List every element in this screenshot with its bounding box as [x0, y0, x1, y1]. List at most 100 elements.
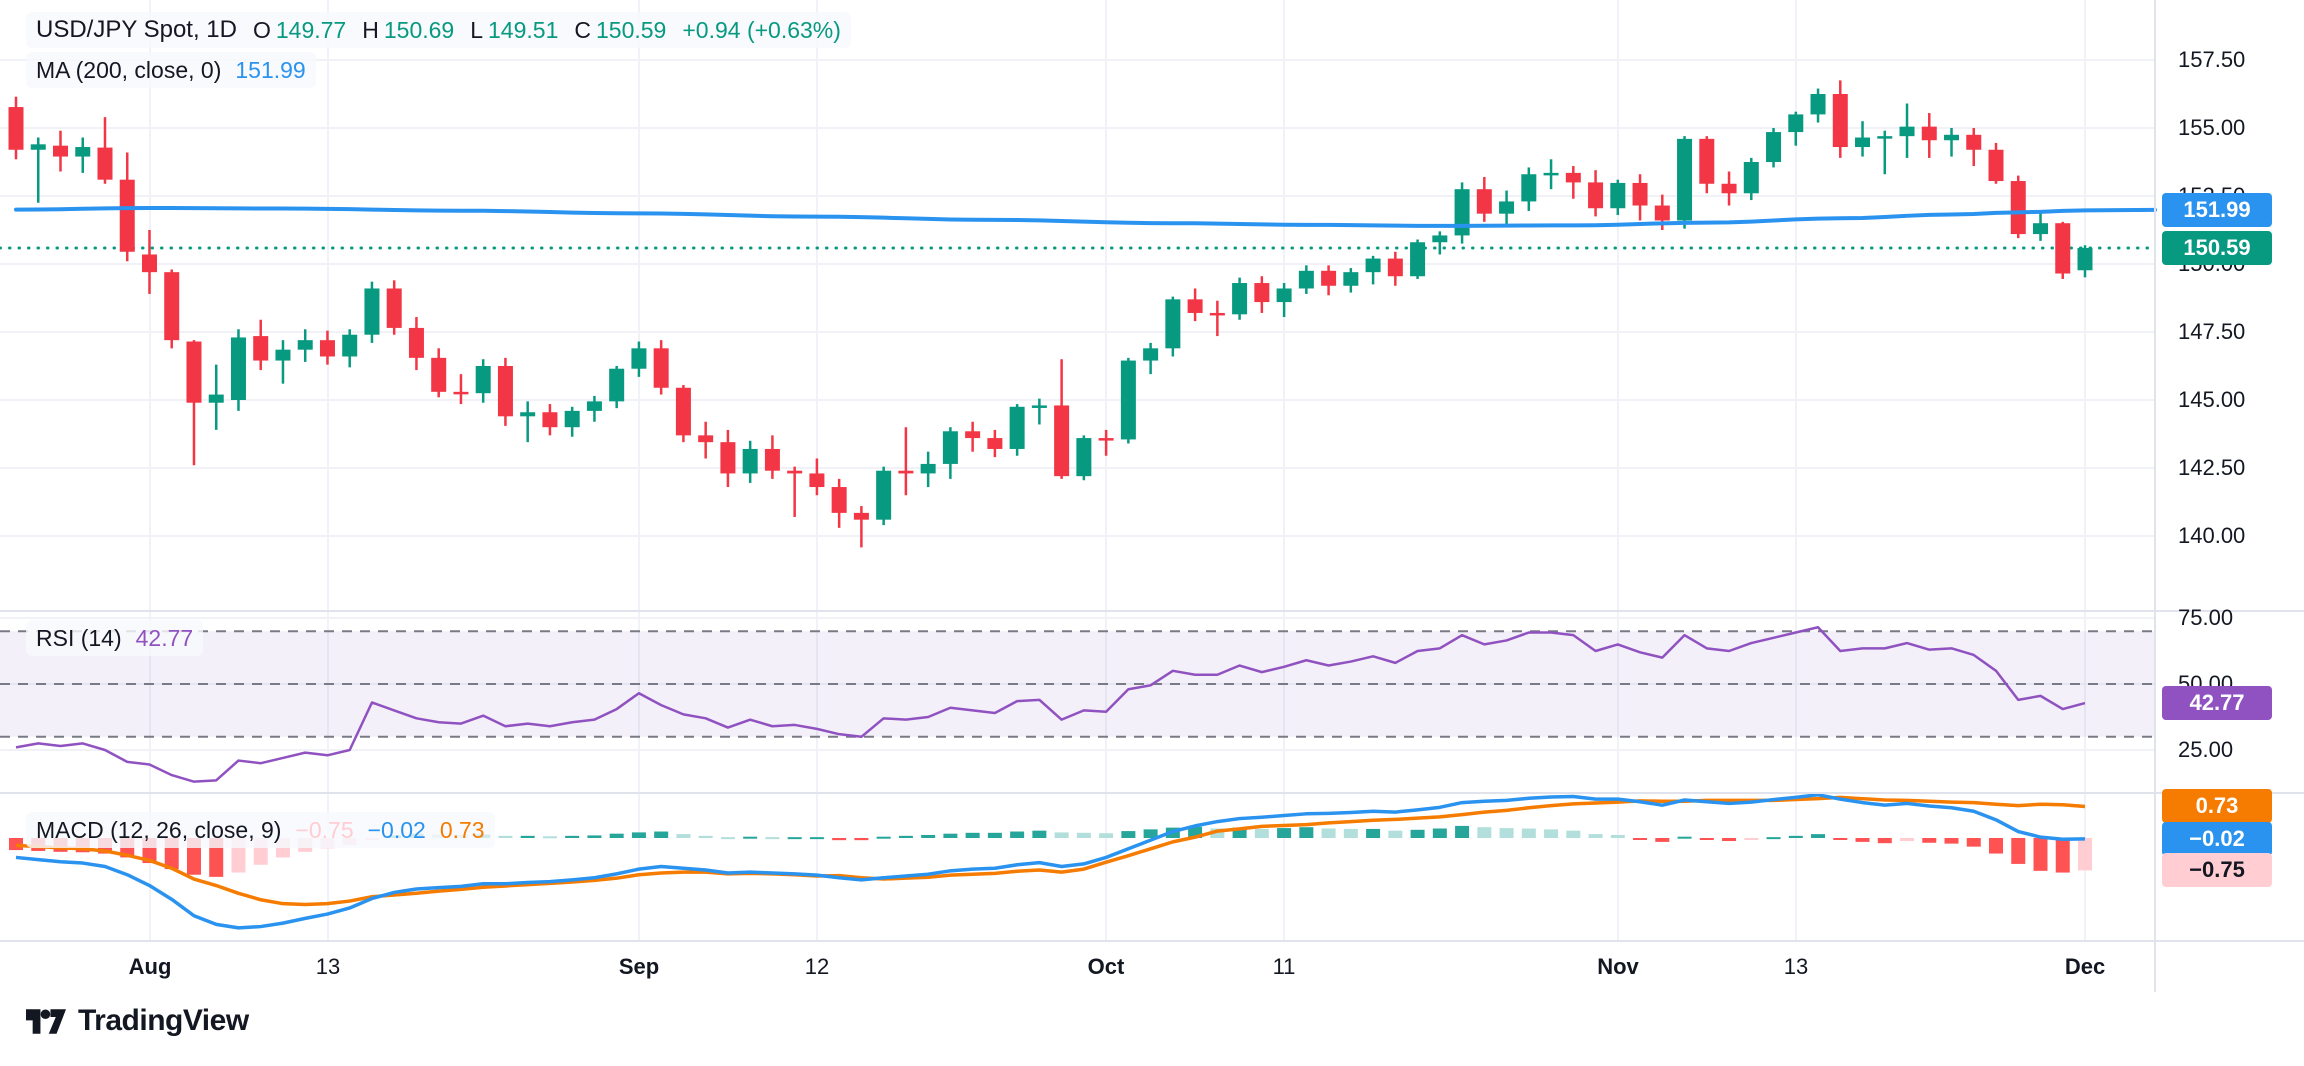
- macd-histogram-bar: [1076, 832, 1091, 838]
- macd-histogram-bar: [1966, 838, 1981, 847]
- candle-body: [297, 340, 313, 350]
- macd-histogram-bar: [2078, 838, 2092, 871]
- macd-histogram-bar: [1610, 834, 1625, 838]
- time-axis[interactable]: Aug 13 Sep 12 Oct 11 Nov 13 Dec: [0, 941, 2304, 992]
- macd-histogram-bar: [1722, 838, 1737, 842]
- candle-body: [1921, 126, 1937, 141]
- candles: [8, 80, 2093, 548]
- macd-histogram-bar: [609, 833, 624, 838]
- macd-histogram-bar: [1744, 838, 1759, 840]
- candle-body: [1632, 182, 1648, 206]
- candle-body: [1810, 94, 1826, 115]
- macd-histogram-bar: [1254, 828, 1269, 838]
- candle-body: [1232, 283, 1248, 315]
- macd-histogram-bar: [1388, 830, 1403, 838]
- candle-body: [720, 442, 736, 474]
- macd-histogram-bar: [631, 832, 646, 838]
- macd-line-value: −0.02: [367, 817, 426, 843]
- candle-body: [8, 107, 24, 150]
- macd-legend: MACD (12, 26, close, 9) −0.75 −0.02 0.73: [26, 812, 495, 852]
- macd-histogram-bar: [987, 832, 1002, 838]
- macd-histogram-bar: [1143, 829, 1158, 838]
- time-tick-label: 13: [315, 954, 341, 979]
- macd-histogram-bar: [854, 838, 869, 841]
- candle-body: [97, 147, 113, 180]
- macd-histogram-bar: [542, 836, 557, 839]
- macd-histogram-bar: [1677, 836, 1692, 839]
- macd-histogram-bar: [1588, 834, 1603, 838]
- rsi-legend-row[interactable]: RSI (14) 42.77: [26, 620, 204, 656]
- candle-body: [920, 463, 936, 474]
- macd-histogram-bar: [1633, 838, 1648, 840]
- main-legend: USD/JPY Spot, 1D O 149.77 H 150.69 L 149.51…: [26, 12, 851, 92]
- candle-body: [1476, 189, 1492, 214]
- symbol-legend-row[interactable]: USD/JPY Spot, 1D O 149.77 H 150.69 L 149.51…: [26, 12, 851, 48]
- macd-histogram-bar: [809, 837, 824, 840]
- macd-histogram-bar: [1499, 828, 1514, 838]
- low-value: L 149.51: [470, 17, 559, 43]
- macd-histogram-bar: [765, 837, 780, 840]
- candle-body: [1677, 138, 1693, 221]
- macd-histogram-bar: [1299, 827, 1314, 838]
- candle-body: [1098, 438, 1114, 441]
- macd-histogram-bar: [1455, 825, 1470, 838]
- candle-body: [364, 288, 380, 335]
- macd-histogram-bar: [898, 835, 913, 838]
- candle-body: [876, 470, 892, 520]
- candle-body: [208, 394, 224, 403]
- candle-body: [1432, 235, 1448, 243]
- candle-body: [408, 327, 424, 358]
- macd-histogram-bar: [1210, 828, 1225, 838]
- candle-body: [1543, 172, 1559, 176]
- macd-histogram-bar: [943, 833, 958, 838]
- candle-body: [1877, 136, 1893, 139]
- macd-histogram-bar: [720, 837, 735, 840]
- candle-body: [631, 348, 647, 369]
- macd-histogram-bar: [921, 834, 936, 838]
- macd-histogram-bar: [1477, 827, 1492, 838]
- chart-canvas[interactable]: [0, 0, 2304, 992]
- candle-body: [520, 412, 536, 417]
- candle-body: [2077, 247, 2093, 271]
- candle-body: [1387, 258, 1403, 277]
- macd-histogram-bar: [1099, 833, 1114, 838]
- macd-histogram-bar: [1032, 830, 1047, 838]
- macd-histogram-bar: [743, 836, 758, 839]
- macd-histogram-bar: [787, 837, 802, 840]
- candle-body: [542, 412, 558, 428]
- macd-histogram-bar: [1343, 828, 1358, 838]
- macd-legend-row[interactable]: MACD (12, 26, close, 9) −0.75 −0.02 0.73: [26, 812, 495, 848]
- candle-body: [742, 448, 758, 474]
- macd-histogram-bar: [1922, 838, 1937, 843]
- macd-histogram-bar: [832, 838, 847, 841]
- candle-body: [253, 336, 269, 361]
- macd-histogram-bar: [1544, 829, 1559, 838]
- macd-histogram-bar: [1232, 827, 1247, 838]
- macd-label: MACD (12, 26, close, 9): [36, 817, 282, 843]
- candle-body: [1454, 189, 1470, 236]
- macd-histogram-bar: [1054, 832, 1069, 838]
- candle-body: [564, 410, 580, 428]
- ma-legend-row[interactable]: MA (200, close, 0) 151.99: [26, 52, 316, 88]
- candle-body: [2033, 223, 2049, 235]
- macd-histogram-bar: [2055, 838, 2070, 873]
- candle-body: [898, 470, 914, 474]
- macd-histogram-bar: [1277, 828, 1292, 838]
- macd-histogram-bar: [1855, 838, 1870, 842]
- candle-body: [1743, 162, 1759, 194]
- rsi-band-fill: [0, 631, 2155, 737]
- candle-body: [119, 179, 135, 252]
- candle-body: [1165, 299, 1181, 349]
- macd-histogram-bar: [876, 836, 891, 839]
- candle-body: [52, 145, 68, 157]
- rsi-label: RSI (14): [36, 625, 122, 651]
- macd-histogram-bar: [1432, 828, 1447, 838]
- tradingview-wordmark: TradingView: [78, 1004, 249, 1037]
- candle-body: [164, 272, 180, 341]
- candle-body: [787, 470, 803, 474]
- ma-label: MA (200, close, 0): [36, 57, 222, 83]
- time-tick-label: 13: [1783, 954, 1809, 979]
- tradingview-logo[interactable]: TradingView: [26, 1004, 249, 1038]
- macd-histogram-bar: [1655, 838, 1670, 842]
- open-value: O 149.77: [252, 17, 347, 43]
